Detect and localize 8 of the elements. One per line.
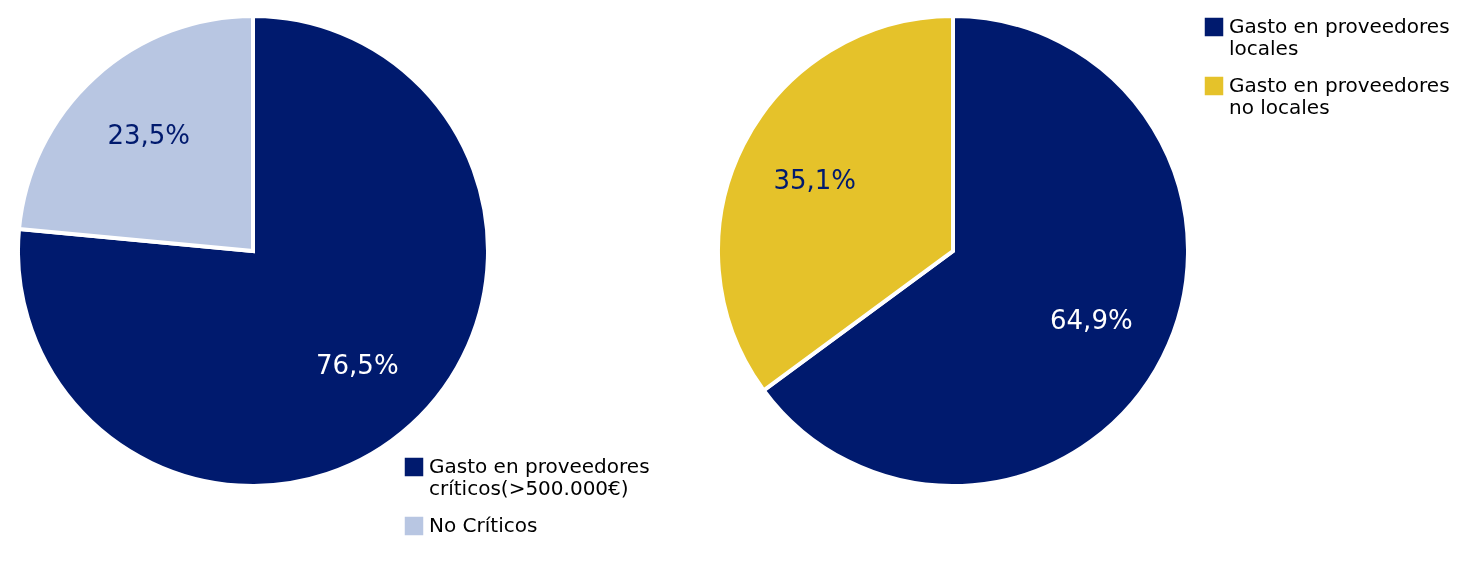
data-label: 64,9%: [1050, 304, 1133, 335]
legend-label: Gasto en proveedores no locales: [1229, 73, 1450, 119]
data-label: 35,1%: [773, 165, 856, 196]
legend-label: Gasto en proveedores críticos(>500.000€): [429, 454, 650, 500]
legend-label: No Críticos: [429, 513, 538, 537]
data-label: 76,5%: [316, 349, 399, 380]
legend-label: Gasto en proveedores locales: [1229, 14, 1450, 60]
data-label: 23,5%: [107, 120, 190, 151]
